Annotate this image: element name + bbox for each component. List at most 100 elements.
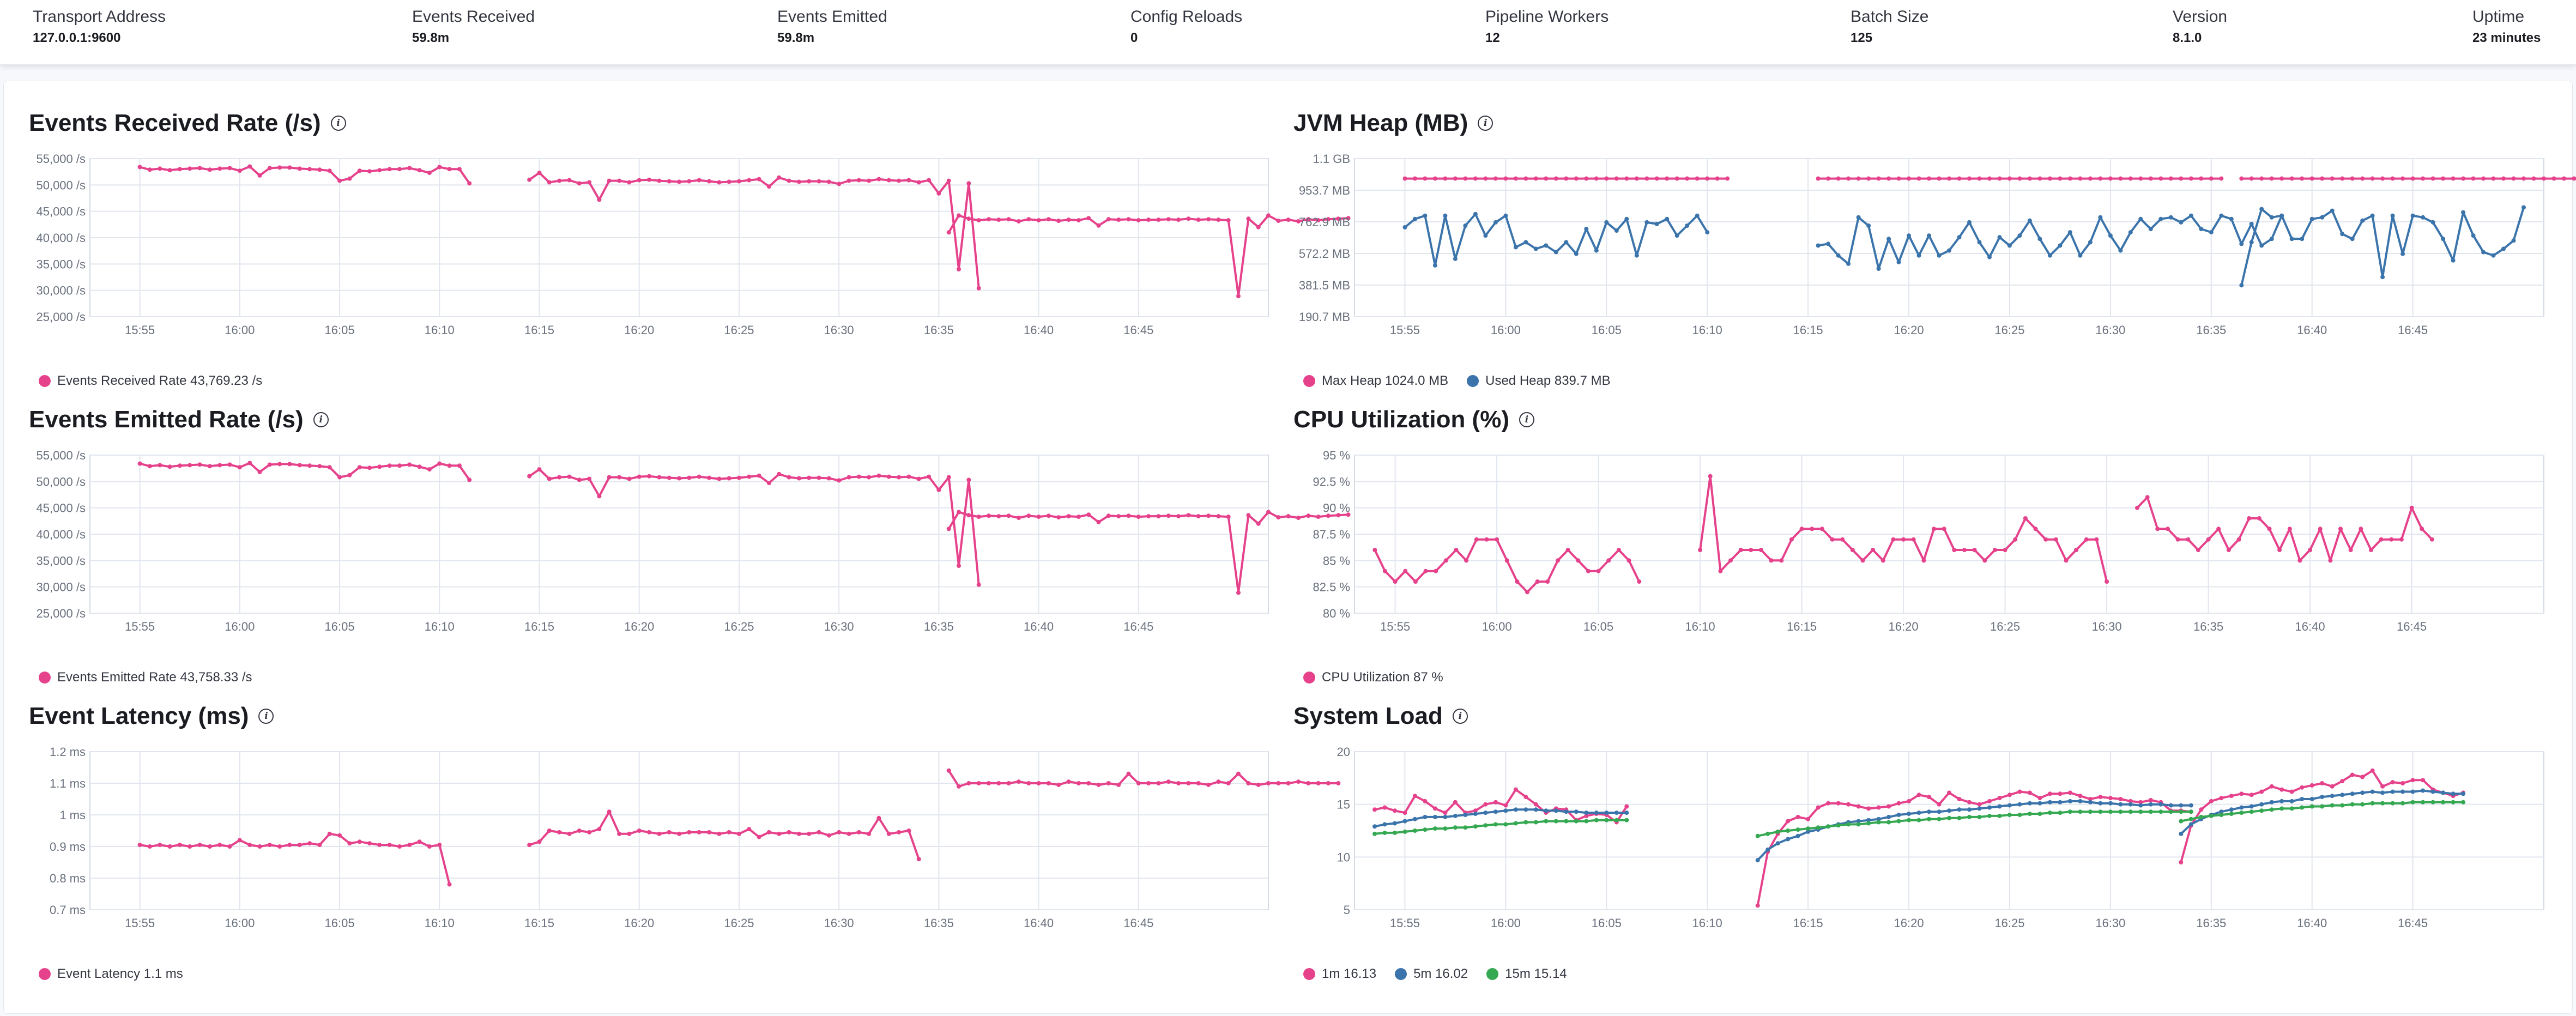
data-point (1495, 537, 1499, 542)
info-icon[interactable]: i (313, 412, 329, 427)
data-point (2199, 814, 2204, 819)
data-point (777, 831, 782, 836)
series-line (1374, 538, 1641, 594)
data-point (267, 843, 272, 848)
x-tick-label: 16:40 (2295, 620, 2325, 633)
data-point (1564, 240, 1569, 245)
legend-item[interactable]: Event Latency 1.1 ms (39, 966, 183, 982)
legend-label: 5m 16.02 (1413, 966, 1468, 981)
data-point (796, 476, 801, 481)
data-point (727, 476, 731, 481)
data-point (1474, 537, 1479, 542)
data-point (2320, 804, 2325, 809)
data-point (1856, 822, 1861, 827)
data-point (2430, 220, 2435, 225)
legend-item[interactable]: 15m 15.14 (1486, 966, 1567, 982)
info-icon[interactable]: i (330, 116, 346, 131)
info-icon[interactable]: i (1452, 709, 1468, 724)
data-point (1523, 820, 1528, 825)
data-point (1533, 807, 1538, 812)
data-point (1382, 569, 1387, 573)
y-tick-label: 55,000 /s (36, 152, 86, 166)
data-point (2219, 809, 2224, 814)
data-point (1336, 513, 1341, 518)
data-point (1799, 527, 1804, 531)
legend-item[interactable]: Events Received Rate 43,769.23 /s (39, 373, 262, 389)
data-point (946, 178, 951, 183)
data-point (1306, 513, 1311, 518)
data-point (137, 461, 142, 466)
data-point (2108, 809, 2113, 814)
y-tick-label: 30,000 /s (36, 284, 86, 298)
data-point (137, 165, 142, 170)
data-point (1967, 220, 1972, 225)
legend-item[interactable]: 1m 16.13 (1303, 966, 1376, 982)
info-icon[interactable]: i (1519, 412, 1534, 427)
data-point (2441, 790, 2446, 795)
data-point (1266, 510, 1271, 515)
data-point (1136, 515, 1141, 519)
x-tick-label: 16:25 (1994, 323, 2024, 337)
data-point (1493, 822, 1498, 827)
data-point (1533, 802, 1538, 807)
data-point (1846, 176, 1851, 181)
legend-item[interactable]: Events Emitted Rate 43,758.33 /s (39, 670, 252, 685)
x-tick-label: 16:15 (1793, 916, 1823, 930)
data-point (1286, 217, 1291, 222)
data-point (2390, 789, 2395, 794)
data-point (2287, 527, 2292, 531)
data-point (2360, 790, 2365, 795)
data-point (1755, 858, 1760, 863)
legend-item[interactable]: 5m 16.02 (1395, 966, 1468, 982)
x-tick-label: 16:00 (225, 620, 255, 633)
legend-item[interactable]: Used Heap 839.7 MB (1467, 373, 1611, 389)
data-point (1987, 813, 1992, 818)
chart-events-received: Events Received Rate (/s) i 55,000 /s 50,0… (29, 110, 1351, 388)
data-point (2441, 800, 2446, 805)
data-point (1816, 825, 1821, 830)
data-point (1765, 831, 1770, 836)
x-tick-label: 16:05 (325, 323, 355, 337)
data-point (1992, 548, 1997, 552)
data-point (1871, 548, 1876, 552)
data-point (1453, 176, 1458, 181)
chart-legend: Events Emitted Rate 43,758.33 /s (39, 670, 252, 685)
data-point (2370, 789, 2375, 794)
data-point (327, 465, 332, 470)
y-tick-label: 85 % (1323, 554, 1350, 567)
data-point (1916, 253, 1921, 258)
data-point (1086, 781, 1091, 785)
legend-item[interactable]: Max Heap 1024.0 MB (1303, 373, 1448, 389)
info-icon[interactable]: i (1478, 116, 1493, 131)
info-icon[interactable]: i (258, 709, 274, 724)
data-point (347, 473, 352, 477)
data-point (1316, 515, 1321, 519)
data-point (2148, 809, 2153, 814)
x-tick-label: 15:55 (125, 323, 155, 337)
data-point (267, 462, 272, 467)
x-tick-label: 16:00 (1491, 323, 1521, 337)
data-point (1977, 806, 1982, 811)
data-point (1826, 824, 1831, 829)
data-point (2148, 797, 2153, 802)
data-point (1493, 809, 1498, 814)
data-point (1616, 548, 1621, 552)
data-point (158, 843, 162, 848)
data-point (377, 843, 382, 848)
data-point (717, 180, 722, 185)
legend-item[interactable]: CPU Utilization 87 % (1303, 670, 1443, 685)
data-point (1846, 802, 1851, 807)
chart-title-text: Events Received Rate (/s) (29, 110, 321, 136)
y-tick-label: 0.9 ms (50, 840, 86, 854)
data-point (1146, 217, 1151, 222)
y-tick-label: 1.1 ms (50, 777, 86, 790)
data-point (966, 781, 971, 785)
data-point (1483, 176, 1488, 181)
data-point (1382, 822, 1387, 827)
data-point (2226, 548, 2231, 552)
data-point (2017, 813, 2022, 817)
data-point (1880, 558, 1885, 563)
data-point (1026, 513, 1031, 518)
data-point (2239, 791, 2244, 796)
data-point (1306, 217, 1311, 222)
